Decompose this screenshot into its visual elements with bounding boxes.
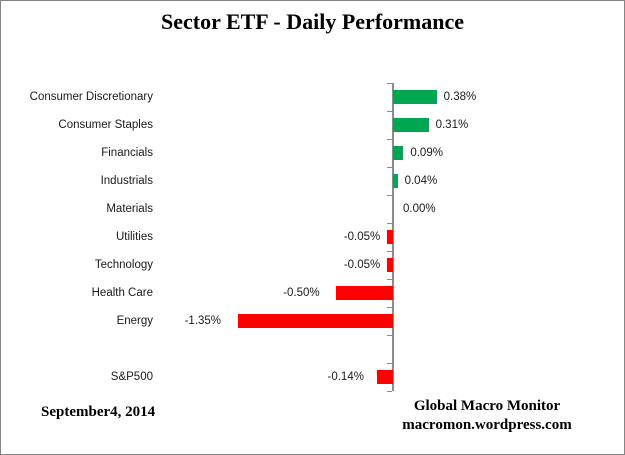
bar <box>376 370 393 384</box>
axis-tick <box>387 223 392 224</box>
axis-tick <box>387 139 392 140</box>
category-label: Financials <box>101 147 153 159</box>
axis-tick <box>387 335 392 336</box>
category-label: Energy <box>116 315 153 327</box>
category-label: Health Care <box>91 287 153 299</box>
bar <box>387 258 393 272</box>
axis-tick <box>387 279 392 280</box>
brand-url: macromon.wordpress.com <box>402 416 572 433</box>
category-label: Materials <box>106 203 153 215</box>
value-label: 0.04% <box>404 175 438 187</box>
bar <box>393 146 404 160</box>
axis-tick <box>387 391 392 392</box>
footer-brand: Global Macro Monitor macromon.wordpress.… <box>347 397 624 434</box>
category-label: Industrials <box>100 175 153 187</box>
category-label: S&P500 <box>110 371 153 383</box>
value-label: -1.35% <box>184 315 222 327</box>
axis-tick <box>387 195 392 196</box>
axis-tick <box>387 167 392 168</box>
bar <box>393 174 398 188</box>
value-label: 0.00% <box>403 203 436 215</box>
category-label: Consumer Discretionary <box>29 91 153 103</box>
value-label: 0.38% <box>443 91 477 103</box>
brand-name: Global Macro Monitor <box>413 398 561 414</box>
category-label: Technology <box>94 259 153 271</box>
footer-date: September4, 2014 <box>41 404 156 420</box>
value-axis-line <box>392 83 394 391</box>
bar <box>387 230 393 244</box>
category-label: Consumer Staples <box>58 119 153 131</box>
bar <box>393 118 429 132</box>
axis-tick <box>387 111 392 112</box>
bar <box>238 314 393 328</box>
value-label: -0.05% <box>343 259 381 271</box>
axis-tick <box>387 307 392 308</box>
chart-title: Sector ETF - Daily Performance <box>160 9 464 34</box>
value-label: 0.31% <box>435 119 469 131</box>
value-label: 0.09% <box>410 147 443 159</box>
bar <box>335 286 393 300</box>
value-label: -0.50% <box>283 287 320 299</box>
axis-tick <box>387 83 392 84</box>
axis-tick <box>387 251 392 252</box>
value-label: -0.05% <box>343 231 381 243</box>
category-label: Utilities <box>115 231 153 243</box>
axis-tick <box>387 363 392 364</box>
value-label: -0.14% <box>327 371 364 383</box>
bar <box>393 90 437 104</box>
